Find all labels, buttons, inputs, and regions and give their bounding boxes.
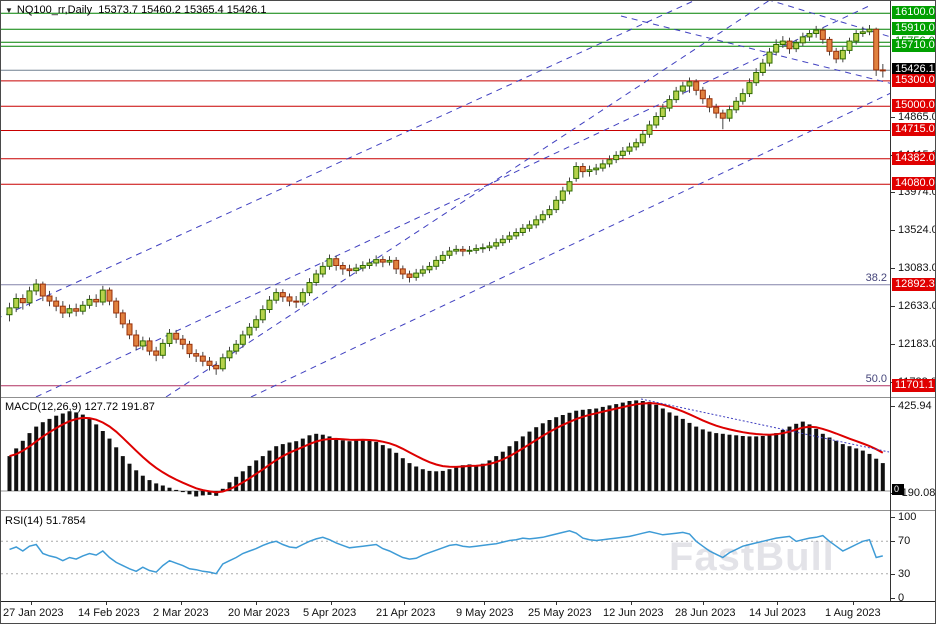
chart-title: ▼ NQ100_rr,Daily 15373.7 15460.2 15365.4 … (5, 4, 266, 16)
date-axis-tick (106, 602, 107, 605)
date-axis-tick (331, 602, 332, 605)
date-axis-tick (703, 602, 704, 605)
date-axis-label: 2 Mar 2023 (153, 607, 209, 619)
price-chart-canvas[interactable] (1, 1, 891, 397)
price-level-badge: 14715.0 (892, 123, 935, 137)
date-axis-separator (1, 601, 935, 602)
price-level-badge: 15000.0 (892, 99, 935, 113)
candlesticks (6, 25, 886, 375)
horizontal-level-lines (1, 12, 891, 387)
date-axis-label: 14 Feb 2023 (78, 607, 140, 619)
price-axis-tick: 12183.0 (891, 338, 935, 351)
date-axis-tick (404, 602, 405, 605)
price-level-badge: 14382.0 (892, 151, 935, 165)
date-axis-tick (556, 602, 557, 605)
date-axis-label: 21 Apr 2023 (376, 607, 436, 619)
macd-axis-max: 425.94 (891, 400, 932, 413)
price-axis-tick: 13083.0 (891, 262, 935, 275)
symbol-timeframe-label: NQ100_rr,Daily (16, 4, 93, 16)
date-axis-label: 25 May 2023 (528, 607, 592, 619)
price-level-badge: 15710.0 (892, 39, 935, 53)
rsi-axis-tick: 0 (891, 592, 904, 605)
date-axis-tick (256, 602, 257, 605)
date-axis-tick (777, 602, 778, 605)
fib-retracement-label: 38.2 (865, 271, 887, 284)
date-axis-tick (631, 602, 632, 605)
price-level-badge: 14080.0 (892, 177, 935, 191)
date-axis-tick (853, 602, 854, 605)
price-axis-tick: 13524.0 (891, 224, 935, 237)
price-axis-separator (890, 1, 891, 601)
trend-channel-lines[interactable] (1, 1, 891, 397)
macd-histogram (7, 400, 885, 497)
fib-retracement-label: 50.0 (865, 372, 887, 385)
rsi-axis-tick: 70 (891, 535, 910, 548)
panel-separator[interactable] (1, 397, 935, 398)
date-axis-label: 9 May 2023 (456, 607, 514, 619)
macd-signal-line (9, 402, 884, 494)
price-level-badge: 15426.1 (892, 63, 935, 77)
date-axis-label: 1 Aug 2023 (825, 607, 881, 619)
rsi-indicator-label: RSI(14) 51.7854 (5, 515, 86, 527)
rsi-axis-tick: 30 (891, 568, 910, 581)
date-axis-label: 20 Mar 2023 (228, 607, 290, 619)
ohlc-values: 15373.7 15460.2 15365.4 15426.1 (98, 4, 267, 16)
date-axis-label: 12 Jun 2023 (603, 607, 664, 619)
date-axis-label: 28 Jun 2023 (675, 607, 736, 619)
price-axis-tick: 14865.0 (891, 111, 935, 124)
price-level-badge: 15910.0 (892, 22, 935, 36)
fib-price-badge: 11701.1 (892, 378, 935, 392)
macd-indicator-label: MACD(12,26,9) 127.72 191.87 (5, 401, 155, 413)
price-axis-tick: 12633.0 (891, 300, 935, 313)
date-axis-label: 14 Jul 2023 (749, 607, 806, 619)
symbol-dropdown-icon[interactable]: ▼ (5, 6, 13, 15)
rsi-panel-canvas[interactable] (1, 511, 891, 601)
price-axis[interactable]: 14865.014415.013974.013524.013083.012633… (891, 1, 935, 604)
macd-panel-canvas[interactable] (1, 398, 891, 509)
date-axis-tick (31, 602, 32, 605)
date-axis-tick (181, 602, 182, 605)
price-level-badge: 16100.0 (892, 6, 935, 20)
rsi-axis-tick: 100 (891, 511, 916, 524)
price-level-badge: 15300.0 (892, 73, 935, 87)
date-axis-tick (484, 602, 485, 605)
panel-separator[interactable] (1, 510, 935, 511)
fib-price-badge: 12892.3 (892, 277, 935, 291)
rsi-line (9, 530, 883, 575)
date-axis-label: 27 Jan 2023 (3, 607, 64, 619)
date-axis-label: 5 Apr 2023 (303, 607, 357, 619)
macd-zero-badge: 0 (892, 484, 904, 495)
